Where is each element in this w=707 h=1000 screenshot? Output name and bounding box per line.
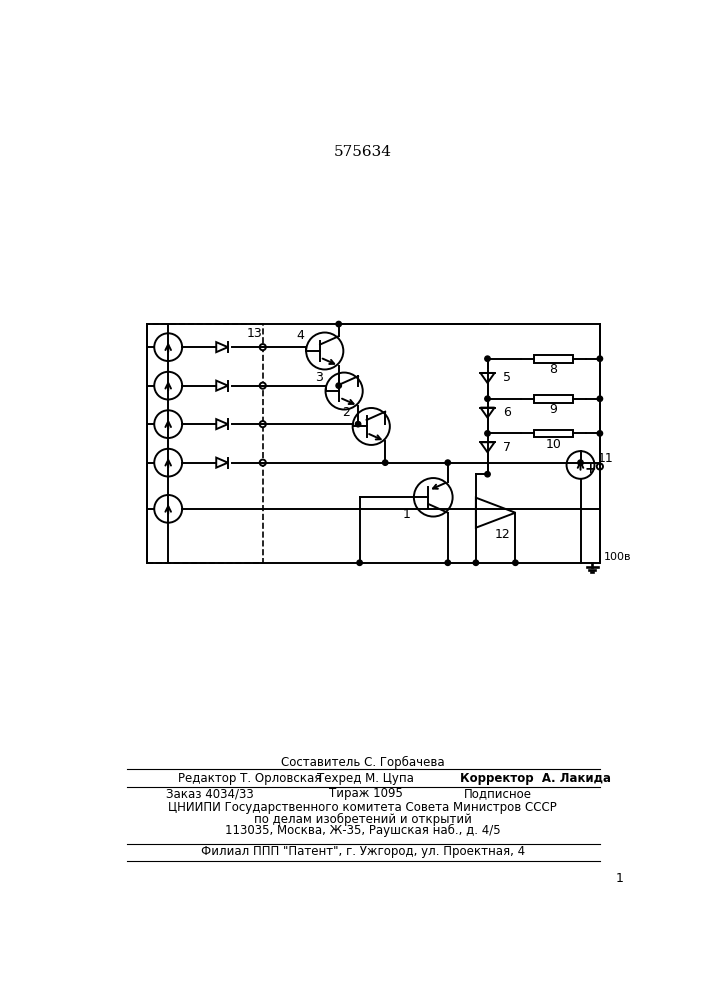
Circle shape (154, 333, 182, 361)
Circle shape (336, 321, 341, 327)
Circle shape (154, 410, 182, 438)
Circle shape (259, 421, 266, 427)
Text: Корректор  А. Лакида: Корректор А. Лакида (460, 772, 612, 785)
Circle shape (445, 560, 450, 565)
Text: +: + (585, 462, 596, 476)
Text: 11: 11 (597, 452, 613, 465)
Polygon shape (481, 373, 495, 383)
Text: 3: 3 (315, 371, 323, 384)
Text: Заказ 4034/33: Заказ 4034/33 (166, 787, 254, 800)
Polygon shape (476, 498, 515, 528)
Circle shape (325, 373, 363, 410)
Circle shape (154, 495, 182, 523)
Circle shape (597, 463, 603, 470)
Text: Подписное: Подписное (464, 787, 532, 800)
Text: 5: 5 (503, 371, 511, 384)
Circle shape (259, 460, 266, 466)
Polygon shape (481, 442, 495, 452)
Text: 4: 4 (296, 329, 304, 342)
Text: 8: 8 (549, 363, 557, 376)
Circle shape (306, 333, 344, 369)
Circle shape (414, 478, 452, 517)
Circle shape (485, 431, 490, 436)
Circle shape (597, 396, 602, 401)
Circle shape (382, 460, 388, 465)
Circle shape (597, 431, 602, 436)
Text: 100в: 100в (604, 552, 631, 562)
Circle shape (356, 421, 361, 427)
Bar (146, 324, 263, 563)
Circle shape (353, 408, 390, 445)
Circle shape (578, 460, 583, 465)
Text: 1: 1 (615, 872, 623, 885)
Text: по делам изобретений и открытий: по делам изобретений и открытий (254, 813, 472, 826)
Circle shape (154, 372, 182, 400)
Text: 7: 7 (503, 441, 511, 454)
Circle shape (485, 396, 490, 401)
Circle shape (485, 472, 490, 477)
Circle shape (336, 383, 341, 388)
Text: ЦНИИПИ Государственного комитета Совета Министров СССР: ЦНИИПИ Государственного комитета Совета … (168, 801, 557, 814)
Text: 10: 10 (545, 438, 561, 451)
Text: 2: 2 (342, 406, 351, 419)
Text: 575634: 575634 (334, 145, 392, 159)
Text: 113035, Москва, Ж-35, Раушская наб., д. 4/5: 113035, Москва, Ж-35, Раушская наб., д. … (225, 824, 501, 837)
Circle shape (154, 449, 182, 477)
Text: 6: 6 (503, 406, 511, 419)
Polygon shape (216, 381, 228, 391)
Circle shape (259, 344, 266, 350)
Text: Тираж 1095: Тираж 1095 (329, 787, 402, 800)
Circle shape (357, 560, 363, 565)
Bar (534, 395, 573, 403)
Text: Техред М. Цупа: Техред М. Цупа (317, 772, 414, 785)
Bar (534, 430, 573, 437)
Text: 9: 9 (549, 403, 557, 416)
Circle shape (597, 356, 602, 361)
Polygon shape (216, 458, 228, 468)
Text: 1: 1 (402, 508, 410, 521)
Text: 13: 13 (247, 327, 263, 340)
Circle shape (513, 560, 518, 565)
Text: Составитель С. Горбачева: Составитель С. Горбачева (281, 756, 445, 769)
Polygon shape (216, 419, 228, 429)
Polygon shape (216, 342, 228, 352)
Bar (534, 355, 573, 363)
Text: Редактор Т. Орловская: Редактор Т. Орловская (177, 772, 321, 785)
Circle shape (259, 383, 266, 389)
Text: 12: 12 (495, 528, 511, 541)
Text: Филиал ППП "Патент", г. Ужгород, ул. Проектная, 4: Филиал ППП "Патент", г. Ужгород, ул. Про… (201, 845, 525, 858)
Circle shape (445, 460, 450, 465)
Polygon shape (481, 408, 495, 418)
Circle shape (485, 356, 490, 361)
Circle shape (473, 560, 479, 565)
Circle shape (566, 451, 595, 479)
